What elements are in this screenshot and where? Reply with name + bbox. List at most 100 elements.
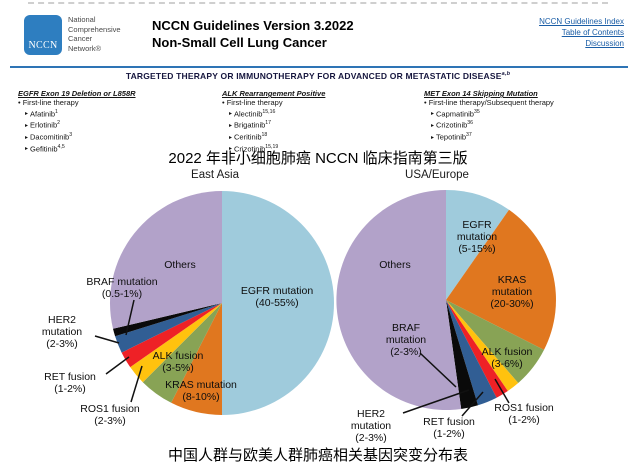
pie-slice-usa-europe-ros1-fusion (446, 300, 519, 391)
pie-slice-usa-europe-alk-fusion (446, 300, 544, 383)
pie-label-line: (2-3%) (390, 346, 422, 358)
drug-item-brigatinib: ▸ Brigatinib17 (229, 120, 272, 130)
drug-reference-superscript: 37 (466, 132, 472, 139)
drug-item-crizotinib: ▸ Crizotinib36 (431, 120, 474, 130)
pie-label-line: EGFR mutation (240, 285, 314, 297)
pie-label-east-asia-others: Others (164, 259, 196, 271)
triangle-bullet-icon: ▸ (431, 134, 435, 141)
pie-label-line: (1-2%) (54, 383, 86, 395)
pie-label-line: mutation (456, 231, 498, 243)
drug-item-capmatinib: ▸ Capmatinib35 (431, 108, 480, 119)
pie-label-east-asia-ros1-fusion: ROS1 fusion (2-3%) (80, 403, 140, 427)
pie-label-line: (3-6%) (491, 358, 523, 370)
triangle-bullet-icon: ▸ (229, 146, 233, 153)
therapy-column-2: ALK Rearrangement PositiveFirst-line the… (222, 89, 422, 155)
pie-label-east-asia-ret-fusion: RET fusion (1-2%) (44, 371, 96, 395)
nccn-logo[interactable]: NCCN (24, 15, 62, 55)
pie-label-east-asia-alk-fusion: ALK fusion (3-5%) (153, 350, 204, 374)
pie-label-usa-europe-others: Others (379, 259, 411, 271)
pie-label-east-asia-her2-mutation: HER2 mutation (2-3%) (42, 314, 82, 350)
drug-reference-superscript: 15,16 (262, 108, 276, 115)
pie-label-line: (8-10%) (182, 391, 220, 403)
banner-footnote-superscript: a,b (501, 71, 511, 78)
triangle-bullet-icon: ▸ (229, 134, 233, 141)
pie-label-line: ALK fusion (152, 350, 204, 362)
pie-slice-usa-europe-braf-mutation (446, 300, 478, 409)
pie-label-line: ROS1 fusion (494, 402, 554, 414)
leader-line-her2-mutation (402, 389, 470, 414)
pie-label-line: BRAF (391, 322, 420, 334)
triangle-bullet-icon: ▸ (431, 122, 435, 129)
triangle-bullet-icon: ▸ (25, 146, 29, 153)
pie-slice-east-asia-kras-mutation (171, 303, 222, 415)
header-link-nccn-guidelines-index[interactable]: NCCN Guidelines Index (539, 17, 624, 26)
pie-label-usa-europe-her2-mutation: HER2 mutation (2-3%) (351, 408, 391, 444)
pie-label-usa-europe-kras-mutation: KRAS mutation (20-30%) (490, 274, 533, 310)
therapy-subheader: First-line therapy (222, 98, 422, 107)
pie-label-line: KRAS mutation (165, 379, 237, 391)
drug-item-tepotinib: ▸ Tepotinib37 (431, 132, 472, 142)
triangle-bullet-icon: ▸ (431, 111, 435, 118)
pie-label-line: KRAS (497, 274, 527, 286)
nccn-logo-text: NCCN (28, 40, 58, 51)
header-link-discussion[interactable]: Discussion (585, 39, 624, 48)
org-line: Cancer (68, 34, 93, 43)
pie-label-line: (3-5%) (162, 362, 194, 374)
pie-label-line: (2-3%) (355, 432, 387, 444)
banner-text: TARGETED THERAPY OR IMMUNOTHERAPY FOR AD… (125, 71, 502, 81)
chinese-caption: 中国人群与欧美人群肺癌相关基因突变分布表 (167, 447, 468, 464)
triangle-bullet-icon: ▸ (25, 111, 29, 118)
drug-item-erlotinib: ▸ Erlotinib2 (25, 120, 61, 130)
therapy-column-header: MET Exon 14 Skipping Mutation (424, 89, 538, 98)
pie-title-usa-europe: USA/Europe (405, 169, 469, 181)
pie-slice-usa-europe-kras-mutation (446, 209, 556, 350)
drug-reference-superscript: 17 (265, 120, 272, 127)
leader-line-her2-mutation (94, 335, 120, 344)
leader-line-ret-fusion (461, 391, 484, 417)
pie-label-line: mutation (41, 326, 83, 338)
leader-line-braf-mutation (125, 299, 135, 336)
header-links: NCCN Guidelines Index Table of Contents Di… (539, 16, 624, 49)
pie-label-usa-europe-egfr-mutation: EGFR mutation (5-15%) (457, 219, 497, 255)
pie-label-east-asia-kras-mutation: KRAS mutation (8-10%) (165, 379, 237, 403)
pie-label-line: EGFR (462, 219, 492, 231)
pie-slice-east-asia-ros1-fusion (130, 303, 222, 383)
drug-reference-superscript: 18 (261, 132, 268, 139)
drug-item-gefitinib: ▸ Gefitinib4,5 (25, 143, 65, 154)
pie-label-east-asia-braf-mutation: BRAF mutation (0.5-1%) (86, 276, 157, 300)
pie-label-line: ROS1 fusion (80, 403, 140, 415)
pie-label-usa-europe-ros1-fusion: ROS1 fusion (1-2%) (494, 402, 554, 426)
pie-slice-usa-europe-others (336, 190, 462, 410)
pie-slice-east-asia-braf-mutation (113, 303, 222, 337)
pie-label-line: (1-2%) (508, 414, 540, 426)
header-link-table-of-contents[interactable]: Table of Contents (561, 28, 624, 37)
therapy-subheader: First-line therapy (18, 98, 218, 107)
pie-label-usa-europe-ret-fusion: RET fusion (1-2%) (423, 416, 475, 440)
drug-reference-superscript: 35 (473, 108, 480, 115)
pie-label-line: (2-3%) (94, 415, 126, 427)
pie-label-line: RET fusion (44, 371, 96, 383)
therapy-column-1: EGFR Exon 19 Deletion or L858RFirst-line… (18, 89, 218, 155)
pie-label-usa-europe-braf-mutation: BRAF mutation (2-3%) (386, 322, 426, 358)
pie-slice-usa-europe-egfr-mutation (446, 189, 509, 300)
therapy-column-header: EGFR Exon 19 Deletion or L858R (18, 89, 136, 98)
pie-slice-east-asia-others (109, 191, 222, 329)
drug-item-afatinib: ▸ Afatinib1 (25, 108, 58, 119)
pie-label-line: mutation (385, 334, 427, 346)
leader-line-braf-mutation (419, 352, 457, 388)
therapy-column-header: ALK Rearrangement Positive (222, 89, 326, 98)
triangle-bullet-icon: ▸ (229, 111, 233, 118)
pie-label-usa-europe-alk-fusion: ALK fusion (3-6%) (482, 346, 533, 370)
pie-label-line: RET fusion (423, 416, 475, 428)
guidelines-version-title: NCCN Guidelines Version 3.2022 (152, 18, 354, 33)
pie-label-line: (20-30%) (490, 298, 534, 310)
header-titles: NCCN Guidelines Version 3.2022 Non-Small… (152, 17, 354, 51)
cancer-type-title: Non-Small Cell Lung Cancer (152, 35, 327, 50)
divider-rule (10, 66, 628, 68)
pie-label-line: BRAF mutation (86, 276, 158, 288)
org-line: Network® (68, 43, 102, 53)
drug-item-dacomitinib: ▸ Dacomitinib3 (25, 132, 73, 142)
org-line: Comprehensive (68, 24, 121, 34)
pie-slice-east-asia-egfr-mutation (222, 191, 334, 415)
